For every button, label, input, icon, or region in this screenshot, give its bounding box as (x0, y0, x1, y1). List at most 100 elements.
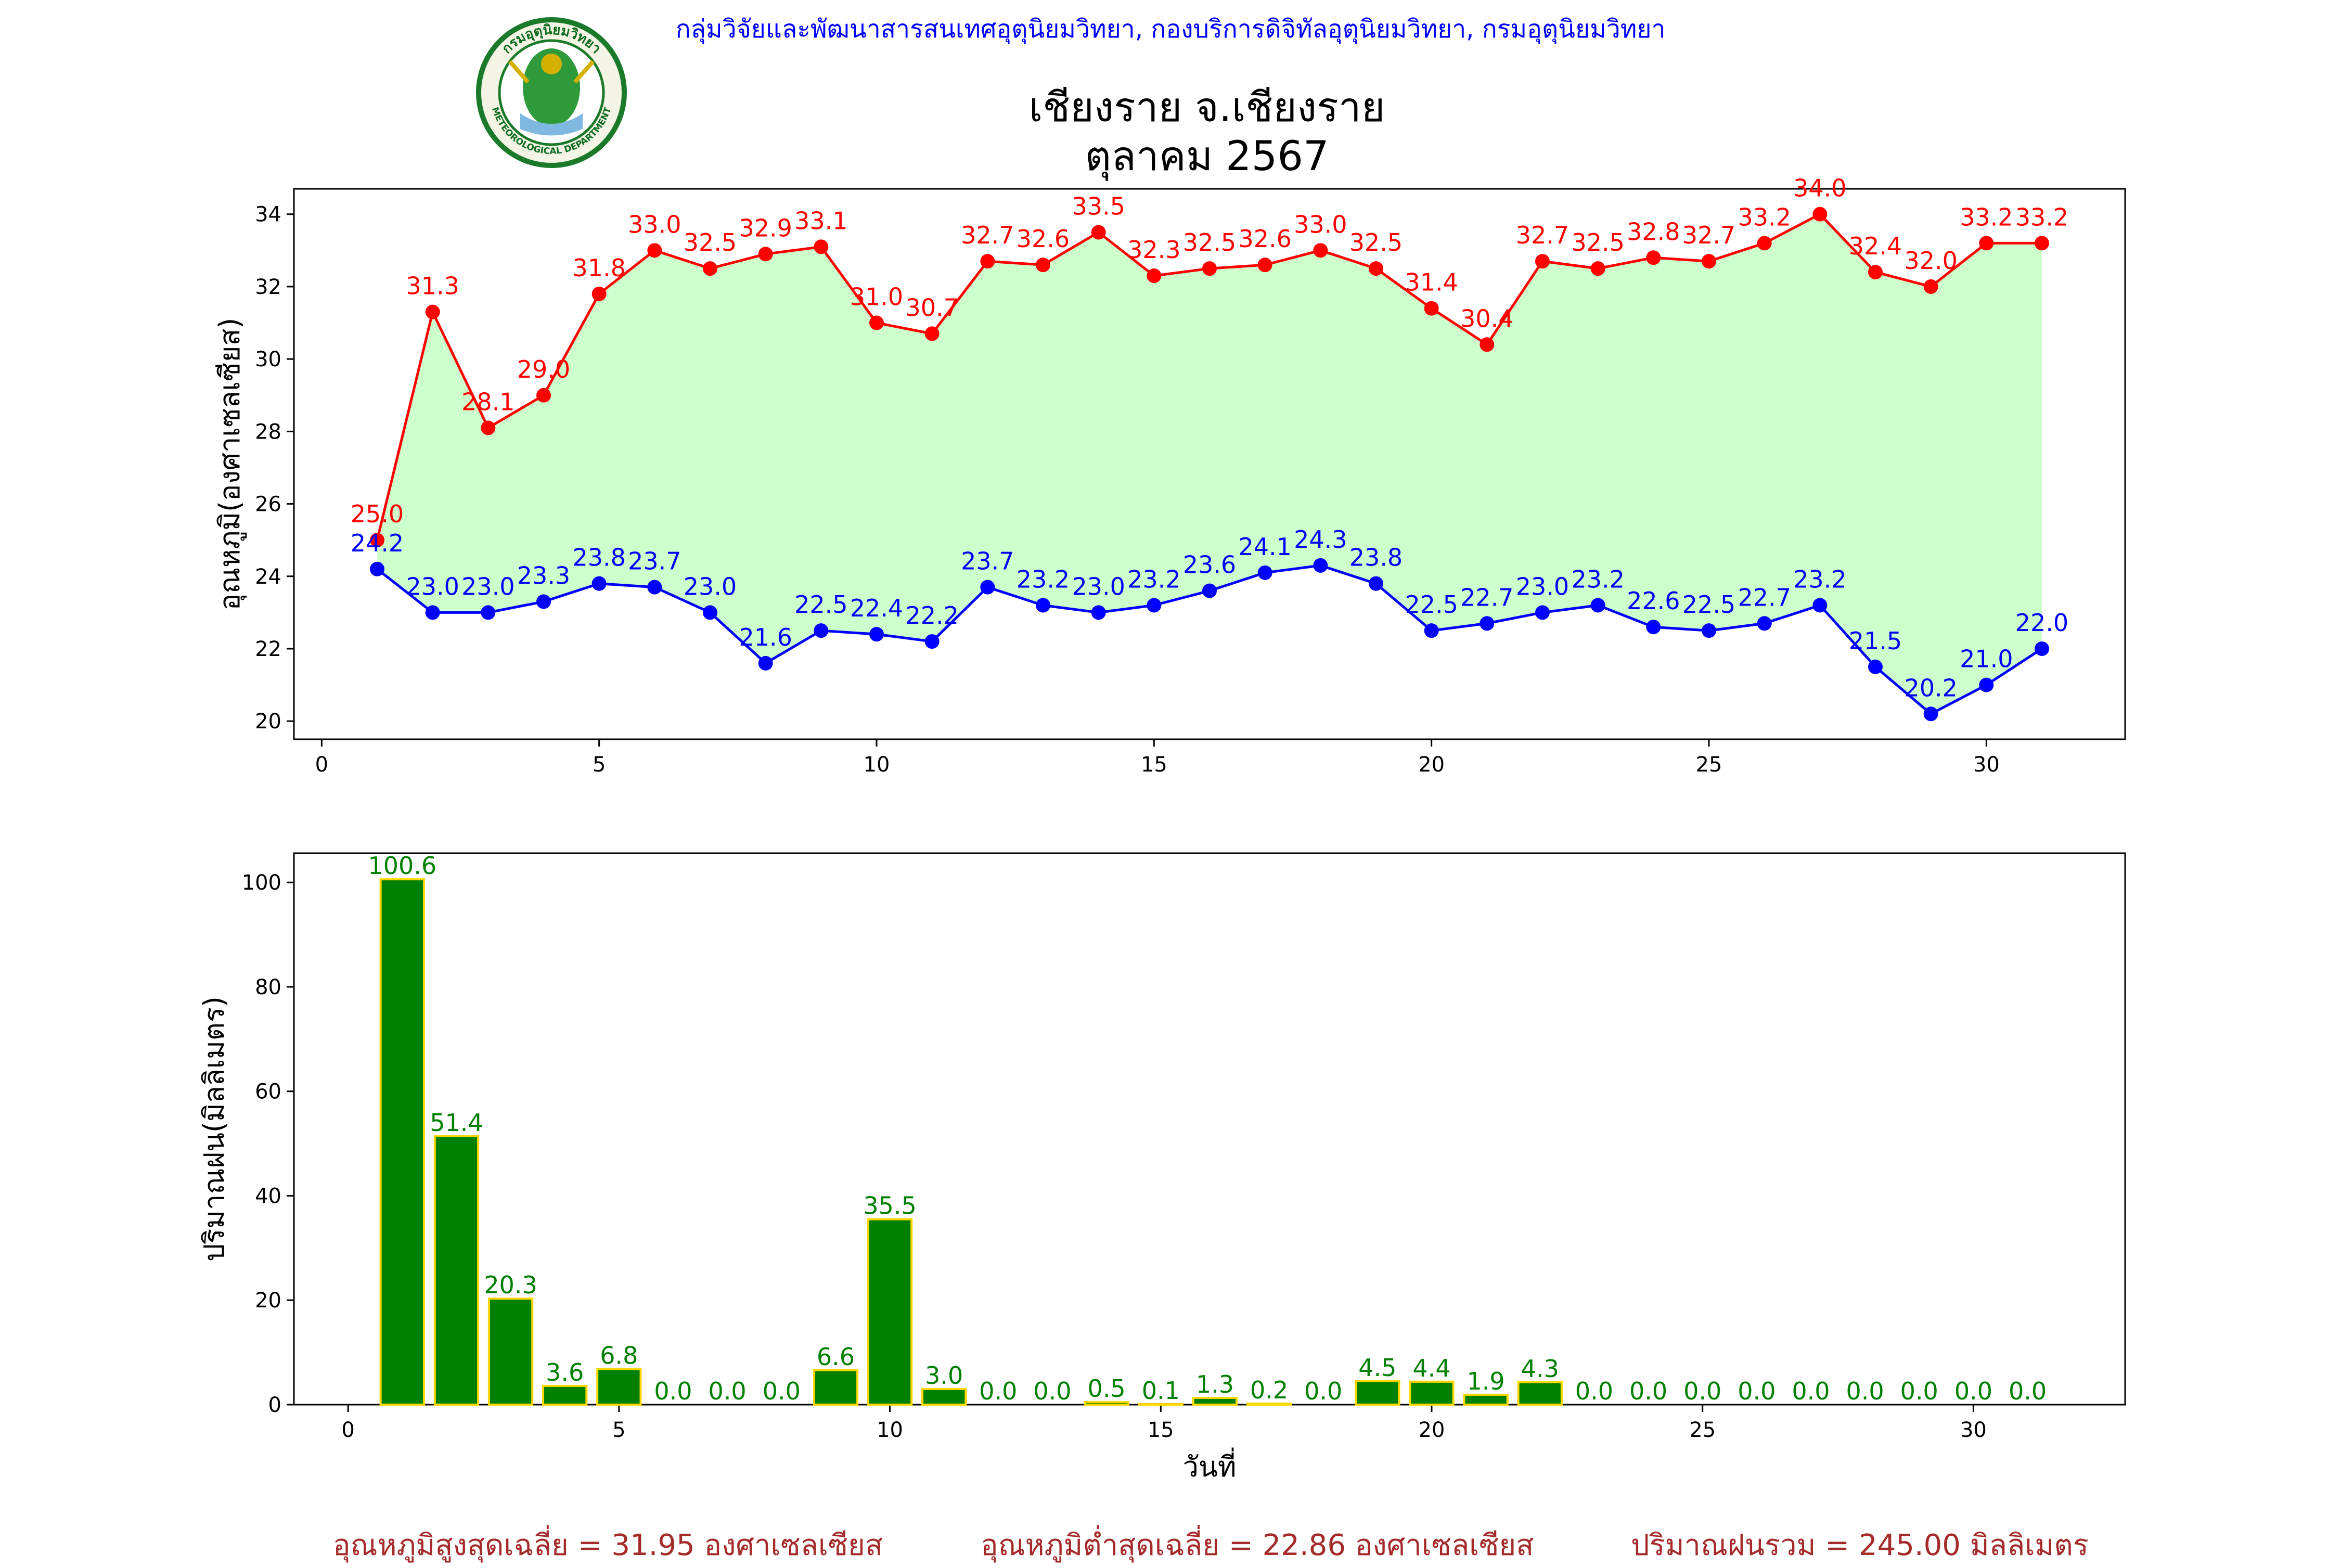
y-tick-label: 20 (255, 1289, 281, 1313)
max-temp-point (2035, 236, 2049, 251)
rainfall-bar (542, 1384, 588, 1406)
y-tick-label: 34 (255, 203, 281, 227)
x-tick-label: 10 (864, 753, 890, 777)
min-temp-label: 23.7 (628, 547, 681, 575)
min-temp-label: 23.6 (1183, 551, 1236, 579)
max-temp-label: 32.0 (1904, 247, 1957, 275)
max-temp-point (1590, 261, 1605, 276)
rainfall-bar (379, 878, 425, 1406)
rainfall-bar (867, 1218, 913, 1406)
min-temp-point (980, 580, 995, 595)
y-tick-label: 40 (255, 1184, 281, 1208)
min-temp-point (1480, 616, 1495, 631)
rainfall-bar (1463, 1393, 1509, 1406)
max-temp-point (703, 261, 717, 276)
rainfall-label: 35.5 (863, 1192, 916, 1220)
max-temp-point (1868, 265, 1883, 280)
max-temp-point (425, 304, 440, 319)
max-temp-point (1702, 254, 1716, 269)
rainfall-label: 0.0 (1900, 1377, 1938, 1405)
min-temp-label: 23.8 (1349, 544, 1403, 572)
rainfall-bar (433, 1135, 480, 1406)
rainfall-bar (1084, 1400, 1129, 1406)
max-temp-label: 33.0 (1294, 210, 1347, 238)
min-temp-label: 21.6 (739, 623, 792, 651)
rainfall-label: 0.0 (654, 1377, 692, 1405)
rainfall-bars (379, 878, 1563, 1406)
min-temp-label: 23.2 (1793, 565, 1846, 593)
min-temp-point (1979, 677, 1994, 692)
y-tick-label: 26 (255, 493, 281, 517)
max-temp-label: 33.5 (1072, 192, 1125, 221)
min-temp-label: 23.0 (406, 572, 459, 600)
rainfall-plot-area (293, 852, 2126, 1406)
x-tick-label: 25 (1696, 753, 1722, 777)
min-temp-label: 23.3 (517, 562, 570, 590)
min-temp-point (1923, 706, 1938, 722)
rainfall-label: 3.0 (925, 1361, 963, 1390)
organization-header: กลุ่มวิจัยและพัฒนาสารสนเทศอุตุนิยมวิทยา,… (676, 15, 1666, 44)
min-temp-label: 22.5 (1405, 590, 1458, 619)
rainfall-label: 0.0 (1033, 1377, 1071, 1405)
temperature-range-fill (377, 214, 2042, 714)
y-tick-label: 0 (268, 1393, 281, 1417)
min-temp-point (425, 605, 440, 620)
rainfall-label: 51.4 (430, 1109, 483, 1137)
total-rain-summary: ปริมาณฝนรวม = 245.00 มิลลิเมตร (1631, 1528, 2089, 1562)
max-temp-label: 32.7 (961, 221, 1014, 249)
rainfall-label: 0.0 (709, 1377, 747, 1405)
min-temp-point (1757, 616, 1772, 631)
max-temp-point (591, 286, 607, 301)
rainfall-label: 100.6 (368, 852, 436, 880)
x-tick-label: 5 (593, 753, 606, 777)
max-temp-point (1424, 301, 1439, 316)
max-temp-label: 32.5 (1183, 228, 1236, 256)
min-temp-point (924, 634, 940, 649)
y-tick-label: 100 (242, 871, 281, 895)
rainfall-label: 0.5 (1088, 1374, 1126, 1403)
rainfall-label: 0.1 (1142, 1377, 1180, 1405)
x-tick-label: 25 (1689, 1418, 1716, 1442)
rainfall-label: 0.0 (1954, 1377, 1992, 1405)
rainfall-label: 0.0 (979, 1377, 1017, 1405)
min-temp-label: 22.4 (850, 594, 903, 622)
min-temp-point (869, 627, 884, 642)
chart-title-period: ตุลาคม 2567 (1085, 133, 1329, 181)
min-temp-point (2035, 641, 2049, 656)
rainfall-bar (1138, 1403, 1184, 1406)
rainfall-label: 6.8 (600, 1342, 638, 1370)
rainfall-bar (487, 1297, 534, 1406)
logo-figure-icon (523, 48, 580, 126)
max-temp-label: 33.1 (794, 207, 847, 235)
max-temp-label: 25.0 (351, 500, 404, 528)
rainfall-bar (596, 1368, 642, 1406)
min-temp-point (1147, 598, 1162, 613)
max-temp-point (1646, 250, 1661, 265)
min-temp-label: 22.7 (1460, 583, 1513, 611)
max-temp-label: 32.5 (1571, 228, 1624, 256)
max-temp-point (1812, 207, 1828, 222)
max-temp-label: 31.0 (850, 283, 903, 311)
x-tick-label: 20 (1419, 1418, 1445, 1442)
max-temp-label: 32.5 (684, 228, 737, 256)
max-temp-label: 34.0 (1793, 174, 1846, 202)
min-temp-point (814, 623, 829, 638)
max-temp-point (758, 247, 773, 262)
avg-max-temp-summary: อุณหภูมิสูงสุดเฉลี่ย = 31.95 องศาเซลเซีย… (333, 1528, 883, 1562)
min-temp-point (536, 594, 551, 609)
x-tick-label: 10 (877, 1418, 903, 1442)
min-temp-point (1702, 623, 1716, 638)
rainfall-label: 4.3 (1521, 1355, 1559, 1383)
max-temp-label: 32.8 (1627, 217, 1680, 246)
rainfall-bar (1246, 1402, 1292, 1406)
max-temp-label: 32.3 (1127, 236, 1180, 264)
min-temp-point (1812, 598, 1828, 613)
max-temp-label: 32.6 (1017, 225, 1070, 253)
rainfall-bar (1409, 1380, 1455, 1406)
min-temp-label: 23.2 (1571, 565, 1624, 593)
max-temp-point (980, 254, 995, 269)
min-temp-label: 22.2 (905, 601, 958, 629)
y-tick-label: 60 (255, 1080, 281, 1104)
max-temp-point (370, 533, 384, 548)
